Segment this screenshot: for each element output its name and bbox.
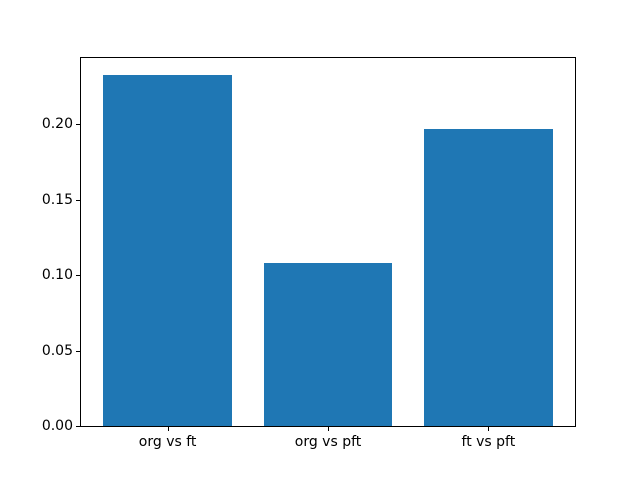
- x-tick-label: org vs ft: [138, 434, 197, 450]
- x-tick-mark: [328, 427, 329, 431]
- y-tick-label: 0.05: [41, 342, 73, 359]
- y-tick-mark: [76, 199, 80, 201]
- y-tick-mark: [76, 426, 80, 427]
- x-tick-label: ft vs pft: [461, 434, 516, 450]
- x-tick-mark: [488, 427, 490, 431]
- y-tick-label: 0.20: [41, 116, 73, 133]
- x-tick-mark: [167, 427, 169, 431]
- y-tick-label: 0.10: [41, 267, 73, 284]
- plot-area: [80, 57, 576, 427]
- bar-org-vs-ft: [103, 74, 232, 426]
- y-tick-mark: [76, 350, 80, 352]
- x-tick-label: org vs pft: [294, 434, 362, 450]
- bar-ft-vs-pft: [424, 128, 553, 426]
- bar-org-vs-pft: [263, 263, 393, 426]
- y-tick-mark: [76, 275, 80, 277]
- y-tick-label: 0.00: [41, 418, 73, 434]
- y-tick-label: 0.15: [41, 191, 73, 208]
- y-tick-mark: [76, 124, 80, 126]
